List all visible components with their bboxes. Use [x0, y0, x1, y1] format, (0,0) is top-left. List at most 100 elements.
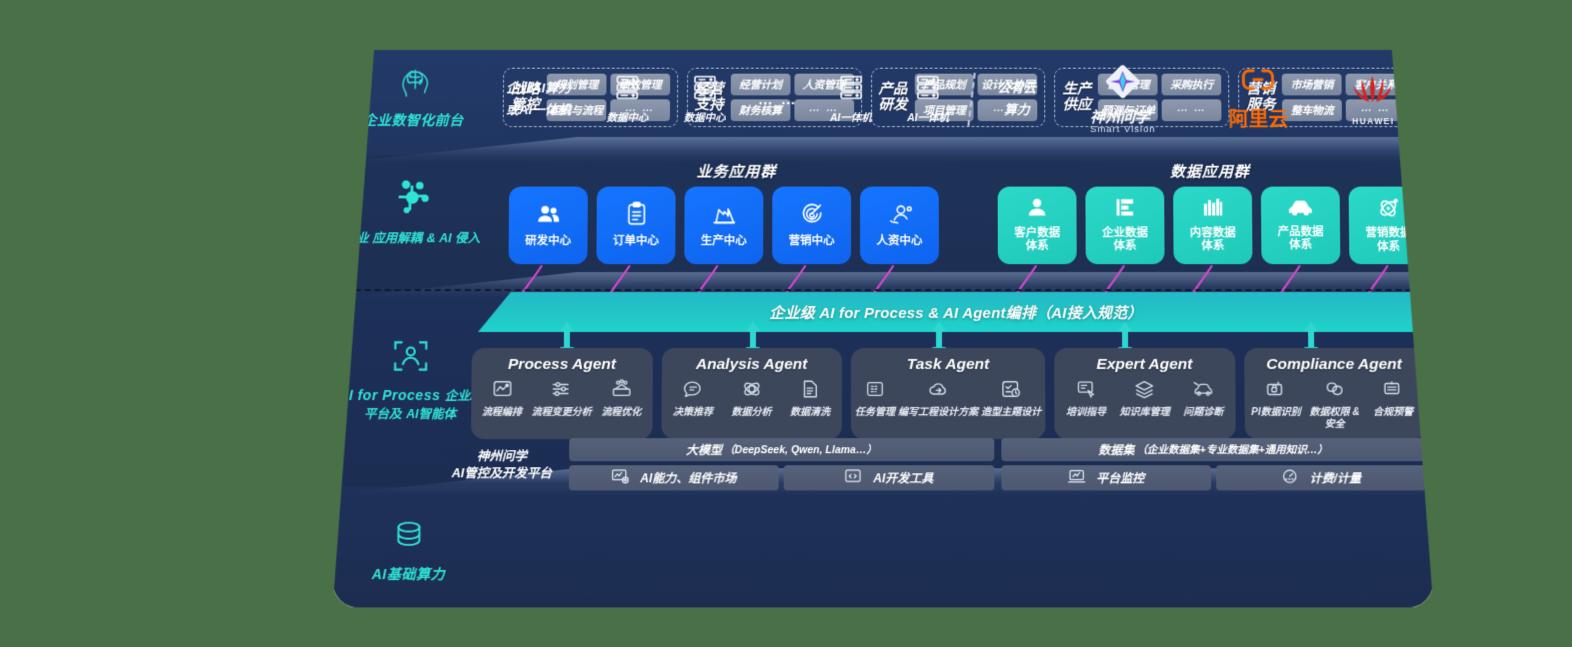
agent-name: Expert Agent [1096, 355, 1193, 373]
app-card-hr-center[interactable]: 人资中心 [860, 187, 939, 265]
infra-node-more: … … [743, 91, 812, 108]
data-card-enterprise[interactable]: 企业数据 体系 [1085, 187, 1164, 265]
agent-feature-label: 培训指导 [1066, 407, 1107, 419]
agent-feature-label: 造型主题设计 [981, 407, 1042, 419]
rail-label-app-decoupling-line1: 企业 应用解耦 [343, 231, 423, 246]
app-card-order-center[interactable]: 订单中心 [596, 187, 675, 265]
archive-alert-icon [1382, 379, 1404, 404]
agent-feature-label: 知识库管理 [1119, 407, 1170, 419]
platform-data-note: （企业数据集+专业数据集+通用知识…） [1136, 444, 1328, 457]
diagnose-car-icon [1192, 379, 1214, 404]
app-card-production-center[interactable]: 生产中心 [684, 187, 763, 265]
data-card-label: 客户数据 体系 [1014, 227, 1061, 253]
agent-feature[interactable]: 数据分析 [724, 379, 780, 419]
document-clean-icon [799, 379, 821, 404]
agent-feature-label: 合规预警 [1373, 407, 1414, 419]
server-rack-icon [613, 74, 643, 107]
platform-cell-components-market[interactable]: AI能力、组件市场 [569, 465, 779, 490]
app-card-marketing-center[interactable]: 营销中心 [772, 187, 851, 265]
server-rack-icon [913, 74, 943, 107]
data-card-product[interactable]: 产品数据 体系 [1261, 187, 1341, 265]
data-card-customer[interactable]: 客户数据 体系 [998, 187, 1077, 265]
agent-feature[interactable]: 问题诊断 [1175, 379, 1231, 419]
app-card-label: 生产中心 [700, 234, 747, 247]
agent-feature[interactable]: 流程编排 [475, 379, 529, 419]
agent-feature-label: 决策推荐 [672, 407, 713, 419]
rail-label-app-decoupling-line2: & AI 侵入 [426, 231, 481, 246]
rail-infrastructure: AI基础算力 [333, 517, 484, 585]
target-spiral-icon [799, 202, 824, 231]
person-scan-frame-icon [335, 336, 486, 381]
agent-feature[interactable]: 造型主题设计 [981, 379, 1041, 419]
orchestration-bar[interactable]: 企业级 AI for Process & AI Agent编排（AI接入规范） [478, 292, 1433, 332]
agent-card-task[interactable]: Task Agent 任务管理 [851, 348, 1045, 439]
agent-feature-label: 流程优化 [601, 407, 642, 419]
infra-node-datacenter-1[interactable]: 数据中心 [589, 74, 666, 125]
agent-feature[interactable]: 合规预警 [1365, 379, 1421, 430]
agent-feature-label: 任务管理 [854, 407, 896, 419]
business-app-group-title: 业务应用群 [696, 163, 777, 181]
orchestration-bar-label: 企业级 AI for Process & AI Agent编排（AI接入规范） [769, 304, 1143, 322]
platform-cell-monitoring[interactable]: 平台监控 [1001, 465, 1211, 490]
agent-feature[interactable]: 数据清洗 [782, 379, 838, 419]
data-card-content[interactable]: 内容数据 体系 [1173, 187, 1252, 265]
infra-node-ai-appliance-2[interactable]: AI一体机 [889, 74, 966, 125]
agent-feature[interactable]: PI数据识别 [1248, 379, 1304, 430]
factory-icon [711, 202, 737, 230]
smart-vision-logo [1105, 63, 1141, 104]
infra-node-label: AI一体机 [907, 112, 949, 125]
vendor-name-en: Smart Vision [1090, 124, 1156, 136]
rail-label-front-office: 企业数智化前台 [362, 112, 464, 129]
app-card-rnd-center[interactable]: 研发中心 [509, 187, 588, 265]
user-solid-icon [1026, 197, 1049, 223]
data-card-label: 产品数据 体系 [1277, 226, 1324, 252]
platform-cell-label: 计费/计量 [1309, 471, 1362, 486]
gauge-meter-icon [1280, 468, 1299, 487]
agent-card-analysis[interactable]: Analysis Agent 决策推荐 [661, 348, 842, 439]
platform-data-header[interactable]: 数据集 （企业数据集+专业数据集+通用知识…） [1001, 438, 1426, 461]
platform-models-title: 大模型 [686, 443, 723, 458]
vendor-smart-vision[interactable]: 神州问学 Smart Vision [1057, 63, 1188, 135]
data-card-marketing[interactable]: 营销数据 体系 [1349, 187, 1429, 265]
code-tool-icon [844, 468, 863, 487]
agent-card-process[interactable]: Process Agent 流程编排 [471, 348, 652, 439]
rail-label-ai-for-process: AI for Process [338, 387, 441, 404]
infra-node-label: 数据中心 [683, 112, 726, 125]
platform-data-title: 数据集 [1098, 443, 1135, 458]
private-compute-line1: 企业AI算力 [506, 81, 571, 96]
vendor-name-cn: 神州问学 [1090, 108, 1150, 126]
private-compute-line2: 或AI一体机 [505, 102, 571, 118]
agent-feature[interactable]: 决策推荐 [665, 379, 721, 419]
agent-feature[interactable]: 任务管理 [855, 379, 895, 419]
agent-feature[interactable]: 流程优化 [595, 379, 649, 419]
vendor-huawei[interactable]: HUAWEI [1329, 73, 1418, 125]
checklist-clock-icon [1000, 379, 1022, 404]
private-compute-title: 企业AI算力 或AI一体机 [488, 80, 589, 119]
agent-name: Task Agent [906, 355, 990, 373]
infra-node-datacenter-2[interactable]: 数据中心 [666, 74, 743, 125]
database-cylinder-icon [333, 517, 484, 560]
platform-cell-billing[interactable]: 计费/计量 [1216, 465, 1426, 490]
platform-models-header[interactable]: 大模型 （DeepSeek, Qwen, Llama…） [569, 438, 994, 461]
agent-feature[interactable]: 编写工程设计方案 [898, 379, 978, 419]
agent-name: Analysis Agent [695, 355, 808, 373]
agent-card-compliance[interactable]: Compliance Agent PI数据识 [1244, 348, 1426, 439]
infra-node-ai-appliance-1[interactable]: AI一体机 [812, 74, 889, 125]
agent-feature[interactable]: 数据权限 & 安全 [1306, 379, 1362, 430]
agent-feature[interactable]: 流程变更分析 [532, 379, 592, 419]
server-rack-icon [690, 74, 720, 107]
rail-label-infrastructure: AI基础算力 [371, 565, 446, 583]
infra-node-label: 数据中心 [606, 112, 649, 125]
agent-feature-label: 数据权限 & 安全 [1309, 407, 1360, 430]
ai-platform-strip: 神州问学 AI管控及开发平台 大模型 （DeepSeek, Qwen, Llam… [434, 438, 1426, 492]
agent-feature[interactable]: 培训指导 [1058, 379, 1114, 419]
infra-node-label: AI一体机 [829, 112, 872, 125]
flow-chart-box-icon [491, 379, 513, 404]
task-network-icon [864, 379, 886, 404]
agent-card-expert[interactable]: Expert Agent 培训指导 [1054, 348, 1235, 439]
platform-cell-dev-tools[interactable]: AI开发工具 [784, 465, 994, 490]
clipboard-list-icon [625, 202, 647, 231]
vendor-alibaba-cloud[interactable]: 阿里云 [1188, 67, 1329, 132]
agent-feature[interactable]: 知识库管理 [1117, 379, 1173, 419]
